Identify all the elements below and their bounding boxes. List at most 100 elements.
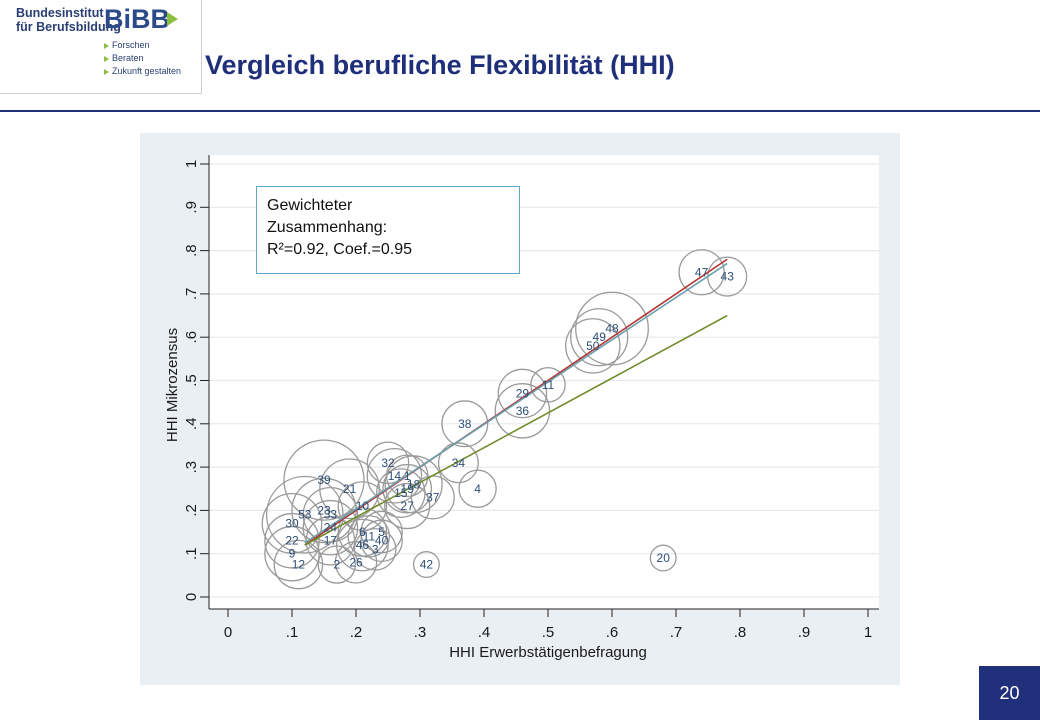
point-marker [530, 367, 566, 403]
x-tick-label: .3 [414, 624, 427, 641]
x-tick-label: .6 [606, 624, 619, 641]
tagline-text: Zukunft gestalten [112, 66, 182, 76]
point-label: 22 [285, 534, 299, 548]
point-label: 32 [381, 456, 395, 470]
point-marker [497, 368, 548, 419]
point-marker [366, 447, 423, 504]
point-label: 38 [458, 417, 472, 431]
note-line-3: R²=0.92, Coef.=0.95 [267, 241, 412, 258]
point-label: 42 [420, 558, 434, 572]
point-label: 15 [394, 486, 408, 500]
point-label: 26 [349, 555, 363, 569]
point-marker [317, 545, 357, 584]
point-label: 43 [721, 270, 735, 284]
fit-line [304, 258, 728, 546]
grid-lines [209, 163, 879, 598]
point-label: 5 [378, 525, 385, 539]
y-axis-title: HHI Mikrozensus [164, 328, 181, 442]
x-tick-label: .2 [350, 624, 363, 641]
x-tick-label: .4 [478, 624, 491, 641]
regression-note: Gewichteter Zusammenhang: R²=0.92, Coef.… [256, 186, 520, 274]
y-tick-label: .9 [183, 201, 200, 214]
point-marker [570, 308, 629, 367]
point-label: 20 [657, 551, 671, 565]
point-label: 36 [516, 404, 530, 418]
point-marker [437, 442, 479, 484]
note-line-1: Gewichteter [267, 197, 353, 214]
x-tick-label: 0 [224, 624, 232, 641]
point-marker [565, 318, 621, 374]
y-tick-label: .5 [183, 374, 200, 387]
axes: 0.1.2.3.4.5.6.7.8.910.1.2.3.4.5.6.7.8.9 1 [183, 155, 879, 641]
y-tick-label: .1 [183, 547, 200, 560]
point-label: 6 [359, 525, 366, 539]
point-marker [283, 439, 365, 521]
point-marker [273, 539, 324, 590]
point-marker [412, 551, 440, 579]
point-label: 23 [317, 503, 331, 517]
point-label: 53 [298, 508, 312, 522]
point-label: 4 [474, 482, 481, 496]
point-label: 19 [401, 482, 415, 496]
tagline-arrow-icon [104, 42, 109, 49]
point-marker [265, 475, 344, 554]
point-marker [264, 525, 320, 582]
fit-lines [304, 258, 728, 546]
point-marker [494, 383, 551, 439]
point-label: 50 [586, 339, 600, 353]
point-label: 39 [317, 473, 331, 487]
point-marker [261, 492, 323, 554]
point-label: 49 [593, 330, 607, 344]
logo-name-line-1: Bundesinstitut [16, 6, 104, 20]
point-marker [458, 469, 497, 508]
x-tick-label: .9 [798, 624, 811, 641]
point-marker [360, 510, 403, 554]
point-circles [261, 249, 748, 590]
point-label: 11 [363, 529, 376, 543]
point-label: 48 [605, 322, 619, 336]
point-label: 14 [388, 469, 402, 483]
point-label: 10 [356, 499, 370, 513]
x-axis-title: HHI Erwerbstätigenbefragung [449, 644, 647, 661]
point-label: 46 [356, 538, 370, 552]
point-marker [441, 400, 489, 448]
point-marker [649, 544, 677, 572]
point-label: 47 [695, 265, 709, 279]
y-tick-label: .8 [183, 244, 200, 257]
fit-line [304, 262, 728, 544]
logo-institute-name: Bundesinstitut für Berufsbildung [16, 6, 121, 34]
point-label: 9 [289, 547, 296, 561]
point-label: 24 [324, 521, 338, 535]
y-tick-label: .4 [183, 418, 200, 431]
point-label: 21 [343, 482, 357, 496]
point-label: 34 [452, 456, 466, 470]
point-label: 1 [404, 469, 411, 483]
x-tick-label: .8 [734, 624, 747, 641]
tagline-arrow-icon [104, 68, 109, 75]
fit-line [304, 314, 728, 546]
point-label: 37 [426, 490, 440, 504]
slide-title: Vergleich berufliche Flexibilität (HHI) [205, 50, 675, 80]
point-marker [302, 486, 359, 543]
point-marker [264, 512, 320, 569]
point-label: 40 [375, 534, 389, 548]
point-label: 33 [324, 508, 338, 522]
logo-name-line-2: für Berufsbildung [16, 20, 121, 34]
point-label: 3 [372, 542, 379, 556]
point-marker [334, 541, 378, 584]
point-marker [305, 515, 356, 566]
tagline-text: Forschen [112, 40, 150, 50]
x-tick-label: 1 [864, 624, 872, 641]
x-tick-label: .1 [286, 624, 299, 641]
logo-tagline-3: Zukunft gestalten [104, 66, 181, 76]
point-label: 12 [292, 558, 306, 572]
page-number: 20 [979, 666, 1040, 720]
point-label: 11 [542, 378, 555, 392]
point-marker [678, 249, 725, 296]
point-marker [337, 481, 388, 531]
point-marker [302, 499, 359, 556]
point-marker [382, 463, 433, 514]
y-tick-label: .6 [183, 331, 200, 344]
logo-tagline-2: Beraten [104, 53, 144, 63]
